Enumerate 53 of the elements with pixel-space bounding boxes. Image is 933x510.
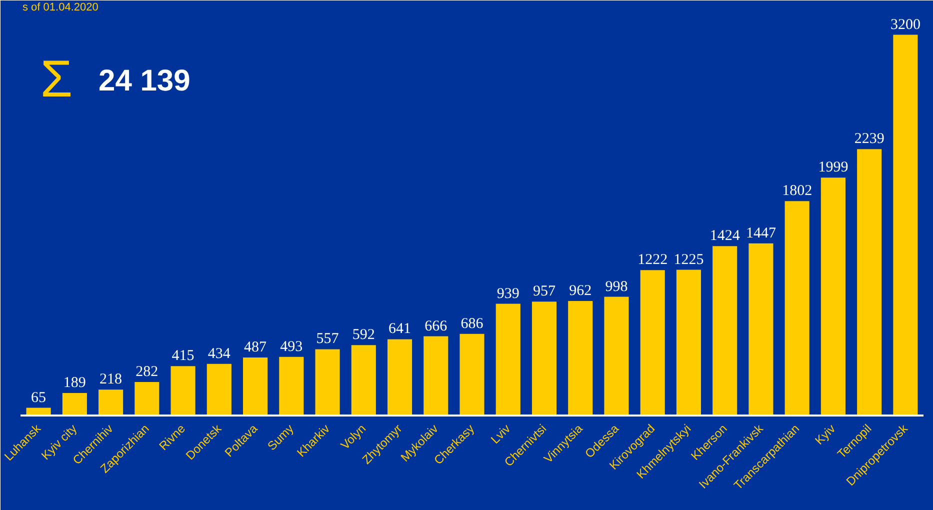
data-label: 2239 (854, 131, 884, 148)
bar (62, 393, 87, 416)
bar (98, 390, 124, 416)
data-label: 998 (605, 278, 628, 295)
bar (820, 178, 846, 416)
bar (712, 246, 738, 416)
bar (568, 301, 593, 416)
data-label: 282 (136, 364, 158, 380)
data-label: 1802 (782, 183, 812, 200)
bar (460, 334, 484, 416)
bar (676, 270, 701, 416)
data-label: 666 (424, 318, 448, 334)
bar (748, 243, 774, 416)
data-label: 487 (244, 340, 268, 356)
bar (857, 149, 882, 416)
data-label: 415 (172, 348, 194, 364)
data-label: 962 (569, 283, 592, 300)
data-label: 189 (63, 375, 86, 392)
data-label: 1999 (818, 160, 848, 176)
bar (279, 356, 304, 416)
bar (893, 34, 918, 416)
data-label: 1222 (638, 252, 668, 268)
bar (784, 201, 810, 416)
data-label: 434 (208, 346, 231, 362)
data-label: 641 (388, 321, 412, 338)
data-label: 592 (352, 327, 375, 344)
bar (640, 270, 665, 416)
data-label: 65 (31, 390, 46, 406)
bar (532, 302, 557, 416)
data-label: 957 (532, 284, 556, 300)
data-label: 3200 (890, 16, 920, 33)
bar (134, 382, 160, 416)
bar (387, 339, 412, 416)
data-label: 493 (280, 338, 303, 355)
bar (315, 349, 340, 416)
bar (206, 364, 232, 416)
bar (604, 296, 629, 416)
data-label: 1447 (746, 225, 776, 242)
bar (243, 358, 268, 416)
data-label: 557 (316, 331, 340, 348)
bar (424, 336, 448, 416)
data-label: 1225 (674, 252, 704, 268)
data-label: 1424 (710, 228, 740, 244)
bar (351, 345, 376, 416)
annotation: Σ (40, 50, 73, 108)
bar (496, 304, 520, 416)
x-tick-label: Kyiv (812, 422, 838, 448)
text: s of 01.04.2020 (22, 2, 98, 14)
data-label: 218 (100, 372, 122, 388)
bar (170, 366, 196, 416)
data-label: 939 (496, 286, 520, 302)
data-label: 686 (460, 316, 484, 332)
annotation: 24 139 (98, 64, 190, 98)
